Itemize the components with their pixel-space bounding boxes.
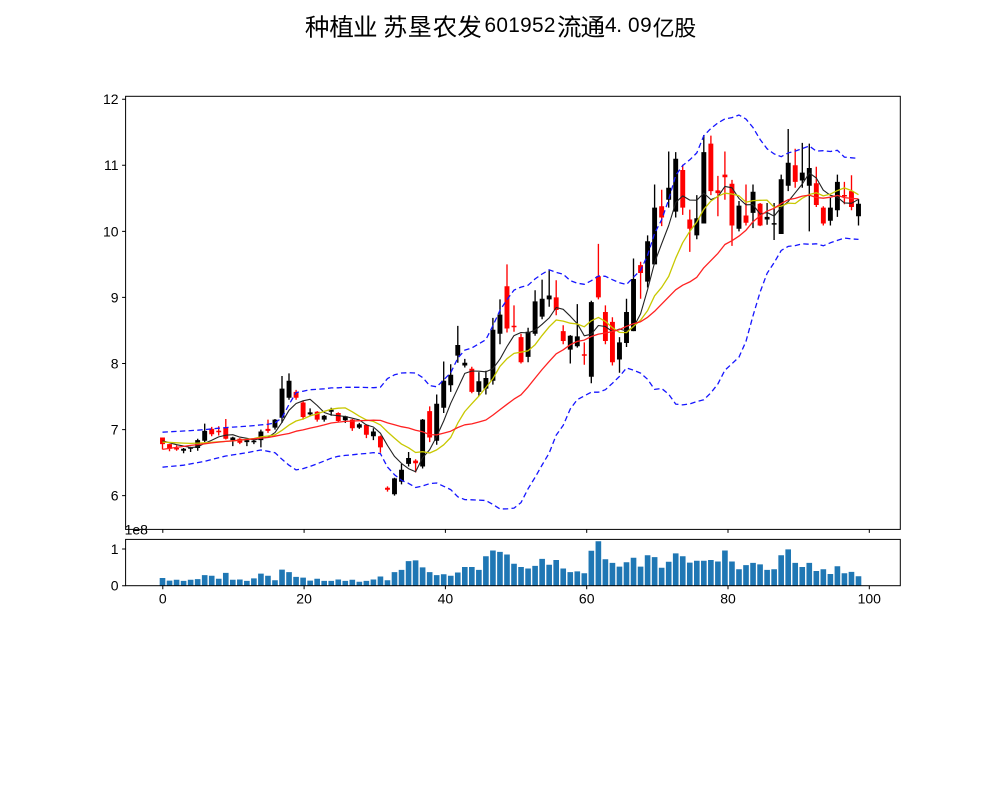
svg-text:10: 10 [103, 223, 119, 239]
svg-text:12: 12 [103, 91, 119, 107]
svg-text:40: 40 [438, 591, 454, 607]
svg-text:6: 6 [111, 488, 119, 504]
svg-text:601952: 601952 [485, 14, 556, 37]
svg-text:20: 20 [296, 591, 312, 607]
svg-text:100: 100 [858, 591, 882, 607]
svg-text:8: 8 [111, 355, 119, 371]
svg-text:80: 80 [720, 591, 736, 607]
svg-text:1: 1 [111, 541, 119, 557]
svg-text:11: 11 [104, 157, 119, 173]
svg-text:7: 7 [111, 421, 119, 437]
svg-text:0: 0 [111, 578, 119, 594]
svg-text:.: . [616, 14, 622, 37]
svg-text:9: 9 [111, 289, 119, 305]
svg-text:09: 09 [628, 14, 652, 37]
svg-text:4: 4 [605, 14, 617, 37]
svg-text:1e8: 1e8 [125, 522, 149, 538]
svg-text:60: 60 [579, 591, 595, 607]
svg-text:0: 0 [159, 591, 167, 607]
